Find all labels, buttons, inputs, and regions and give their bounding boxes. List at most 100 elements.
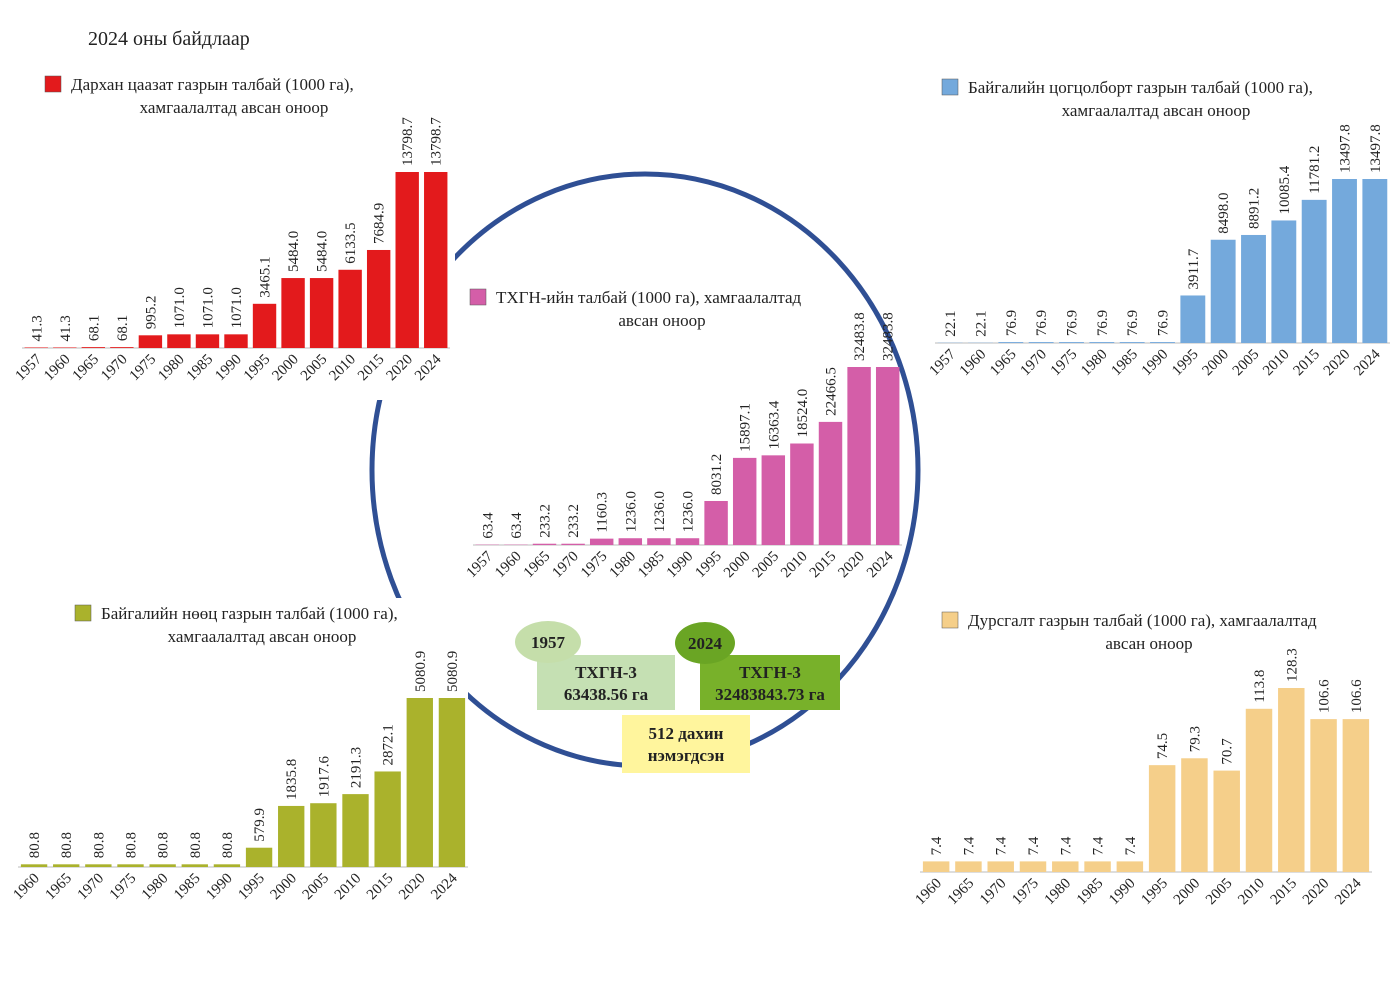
- value-label: 70.7: [1220, 738, 1236, 765]
- bar: [53, 864, 80, 867]
- bar: [1245, 708, 1273, 872]
- bar: [252, 303, 277, 348]
- bar: [1342, 719, 1370, 872]
- value-label: 1835.8: [284, 759, 300, 800]
- bar: [374, 771, 401, 867]
- bar: [1059, 342, 1084, 343]
- value-label: 7.4: [1026, 836, 1042, 855]
- callout-box: [537, 655, 675, 710]
- value-label: 579.9: [252, 808, 268, 842]
- legend-swatch: [941, 611, 959, 629]
- bar: [1213, 770, 1240, 872]
- value-label: 76.9: [1034, 310, 1050, 336]
- value-label: 22.1: [943, 310, 959, 336]
- x-tick-label: 2024: [864, 548, 897, 581]
- callouts: 1957 ТХГН-3 63438.56 га 2024 ТХГН-3 3248…: [515, 621, 840, 773]
- value-label: 22466.5: [824, 367, 840, 416]
- callout-year: 2024: [688, 634, 723, 653]
- bar: [1278, 688, 1305, 872]
- x-tick-label: 1965: [521, 549, 554, 582]
- value-label: 5484.0: [315, 231, 331, 272]
- bar: [1089, 342, 1115, 343]
- value-label: 80.8: [124, 832, 140, 858]
- value-label: 7.4: [1058, 836, 1074, 855]
- value-label: 1236.0: [681, 491, 697, 532]
- bar-chart: ТХГН-ийн талбай (1000 га), хамгаалалтад а…: [464, 288, 902, 581]
- value-label: 8031.2: [709, 454, 725, 495]
- value-label: 233.2: [566, 504, 582, 538]
- bar: [1362, 179, 1388, 343]
- value-label: 1071.0: [200, 287, 216, 328]
- value-label: 11781.2: [1307, 146, 1323, 194]
- value-label: 128.3: [1284, 648, 1300, 682]
- value-label: 74.5: [1155, 733, 1171, 759]
- bar: [618, 538, 643, 545]
- bar: [1119, 342, 1145, 343]
- bar: [1241, 234, 1266, 343]
- value-label: 76.9: [1156, 310, 1172, 336]
- chart-title: Дархан цаазат газрын талбай (1000 га),: [71, 75, 354, 94]
- bar: [181, 864, 208, 867]
- value-label: 7.4: [1123, 836, 1139, 855]
- x-tick-label: 2020: [835, 549, 868, 582]
- bar: [224, 334, 248, 348]
- bar: [406, 698, 433, 867]
- value-label: 233.2: [538, 504, 554, 538]
- value-label: 8498.0: [1216, 192, 1232, 233]
- callout-text: ТХГН-3: [739, 663, 801, 682]
- bar: [278, 805, 305, 867]
- x-tick-label: 1957: [464, 548, 497, 581]
- value-label: 10085.4: [1277, 165, 1293, 214]
- callout-text: 32483843.73 га: [715, 685, 825, 704]
- callout-text: 63438.56 га: [564, 685, 649, 704]
- bar: [424, 172, 448, 348]
- value-label: 1236.0: [652, 491, 668, 532]
- bar: [955, 861, 982, 872]
- chart-title: авсан оноор: [618, 311, 705, 330]
- value-label: 106.6: [1317, 679, 1333, 713]
- value-label: 1236.0: [623, 491, 639, 532]
- value-label: 3465.1: [258, 257, 274, 298]
- chart-title: хамгаалалтад авсан оноор: [1062, 101, 1251, 120]
- bar: [704, 500, 728, 545]
- value-label: 80.8: [59, 832, 75, 858]
- bar: [110, 347, 134, 348]
- value-label: 7.4: [961, 836, 977, 855]
- bar: [245, 847, 273, 867]
- bar: [53, 347, 77, 348]
- bar: [395, 172, 419, 348]
- value-label: 76.9: [1004, 310, 1020, 336]
- value-label: 1917.6: [316, 755, 332, 797]
- value-label: 2191.3: [349, 747, 365, 788]
- value-label: 3911.7: [1186, 248, 1202, 289]
- value-label: 5080.9: [413, 651, 429, 692]
- value-label: 68.1: [86, 315, 102, 341]
- callout-box: [700, 655, 840, 710]
- bar: [1310, 719, 1337, 872]
- bar: [818, 421, 843, 545]
- bar: [117, 864, 144, 867]
- callout-text: ТХГН-3: [575, 663, 637, 682]
- value-label: 80.8: [220, 832, 236, 858]
- bar: [138, 335, 163, 348]
- bar: [998, 342, 1024, 343]
- callout-year: 1957: [531, 633, 566, 652]
- subtitle: 2024 оны байдлаар: [88, 28, 250, 50]
- bar: [875, 367, 900, 545]
- value-label: 22.1: [974, 310, 990, 336]
- bar: [342, 794, 369, 867]
- value-label: 2872.1: [381, 724, 397, 765]
- value-label: 80.8: [27, 832, 43, 858]
- bar: [561, 543, 585, 545]
- bar: [1332, 179, 1357, 343]
- legend-swatch: [74, 604, 92, 622]
- chart-title: хамгаалалтад авсан оноор: [168, 627, 357, 646]
- panel: [0, 598, 468, 933]
- bar: [438, 698, 466, 867]
- value-label: 79.3: [1187, 726, 1203, 752]
- bar: [532, 543, 557, 545]
- x-tick-label: 2015: [807, 549, 840, 582]
- bar: [20, 864, 48, 867]
- callout-badge: [515, 621, 581, 663]
